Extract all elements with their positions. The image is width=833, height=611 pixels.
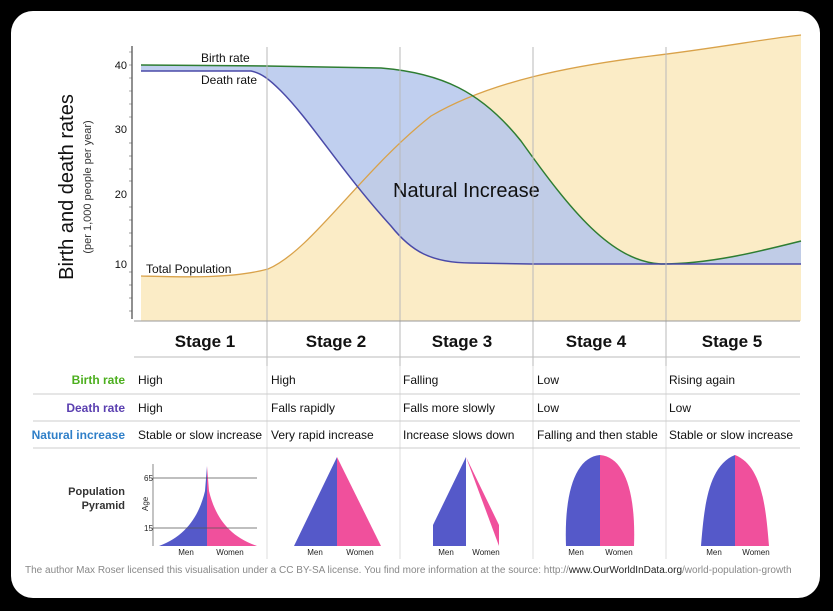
- men-label: Men: [307, 548, 323, 557]
- table-cell: High: [138, 373, 163, 387]
- table-cell: Low: [537, 401, 559, 415]
- birth-rate-curve-label: Birth rate: [201, 51, 250, 65]
- stage-4-header: Stage 4: [566, 332, 627, 351]
- table-cell: Stable or slow increase: [669, 428, 793, 442]
- pyramid-women: [466, 457, 499, 546]
- women-label: Women: [742, 548, 769, 557]
- stage-dividers-lower: [266, 366, 667, 559]
- credit-text: The author Max Roser licensed this visua…: [25, 565, 569, 576]
- table-cell: Stable or slow increase: [138, 428, 262, 442]
- table-row: High Falls rapidly Falls more slowly Low…: [138, 401, 691, 415]
- row-label-birth-rate: Birth rate: [72, 373, 126, 387]
- table-cell: Very rapid increase: [271, 428, 374, 442]
- pyramid-stage-4: Men Women: [565, 455, 635, 557]
- pyramid-men: [294, 457, 337, 546]
- pyramid-stage-5: Men Women: [701, 455, 770, 557]
- y-axis-label: Birth and death rates: [56, 94, 78, 280]
- table-cell: High: [138, 401, 163, 415]
- table-cell: Low: [669, 401, 691, 415]
- birth-rate-line: [140, 64, 802, 265]
- y-tick-20: 20: [115, 189, 127, 201]
- pyramid-women: [337, 457, 381, 546]
- pyramid-men: [701, 455, 735, 546]
- pyramid-label-line2: Pyramid: [82, 500, 125, 512]
- table-cell: Falls rapidly: [271, 401, 335, 415]
- pyramid-men: [433, 457, 466, 546]
- natural-increase-label: Natural Increase: [393, 180, 540, 202]
- demographic-transition-svg: 40 30 20 10 Birth and death rates (per 1…: [25, 34, 802, 576]
- row-label-natural-increase: Natural increase: [32, 428, 126, 442]
- natural-increase-area: [141, 65, 801, 264]
- table-cell: Increase slows down: [403, 428, 514, 442]
- population-curve-label: Total Population: [146, 262, 231, 276]
- table-cell: Rising again: [669, 373, 735, 387]
- pyramid-women: [735, 455, 769, 546]
- women-label: Women: [346, 548, 373, 557]
- total-population-line: [140, 34, 802, 278]
- stage-dividers: [266, 47, 667, 366]
- death-rate-curve-label: Death rate: [201, 73, 257, 87]
- pyramid-stage-3: Men Women: [433, 457, 500, 557]
- y-axis-sublabel: (per 1,000 people per year): [82, 120, 94, 253]
- stage-3-header: Stage 3: [432, 332, 492, 351]
- stage-5-header: Stage 5: [702, 332, 762, 351]
- women-label: Women: [605, 548, 632, 557]
- pyramid-women: [600, 455, 635, 546]
- men-label: Men: [438, 548, 454, 557]
- y-minor-ticks: [129, 51, 132, 312]
- death-rate-line: [141, 70, 801, 265]
- women-label: Women: [216, 548, 243, 557]
- stage-2-header: Stage 2: [306, 332, 366, 351]
- pyramid-men: [159, 466, 207, 546]
- stage-1-header: Stage 1: [175, 332, 235, 351]
- age-tick-65: 65: [144, 474, 153, 483]
- pyramid-label-line1: Population: [68, 486, 125, 498]
- pyramid-stage-2: Men Women: [294, 457, 381, 557]
- table-rules: [33, 393, 800, 449]
- men-label: Men: [178, 548, 194, 557]
- table-row: High High Falling Low Rising again: [138, 373, 735, 387]
- row-label-death-rate: Death rate: [66, 401, 125, 415]
- y-tick-40: 40: [115, 60, 127, 72]
- age-axis-label: Age: [141, 496, 150, 511]
- table-cell: Falls more slowly: [403, 401, 495, 415]
- table-row: Stable or slow increase Very rapid incre…: [138, 428, 793, 442]
- men-label: Men: [568, 548, 584, 557]
- demographic-transition-figure: 40 30 20 10 Birth and death rates (per 1…: [11, 11, 820, 598]
- credit-tail: /world-population-growth: [682, 565, 792, 576]
- pyramid-men: [565, 455, 600, 546]
- table-cell: Falling: [403, 373, 438, 387]
- men-label: Men: [706, 548, 722, 557]
- credit-line: The author Max Roser licensed this visua…: [25, 565, 792, 576]
- pyramid-stage-1: 65 15 Age Men Women: [141, 464, 257, 557]
- table-cell: High: [271, 373, 296, 387]
- credit-link[interactable]: www.OurWorldInData.org: [568, 565, 682, 576]
- women-label: Women: [472, 548, 499, 557]
- pyramid-women: [207, 466, 257, 546]
- y-tick-30: 30: [115, 124, 127, 136]
- age-tick-15: 15: [144, 524, 153, 533]
- table-cell: Falling and then stable: [537, 428, 658, 442]
- y-tick-10: 10: [115, 259, 127, 271]
- table-cell: Low: [537, 373, 559, 387]
